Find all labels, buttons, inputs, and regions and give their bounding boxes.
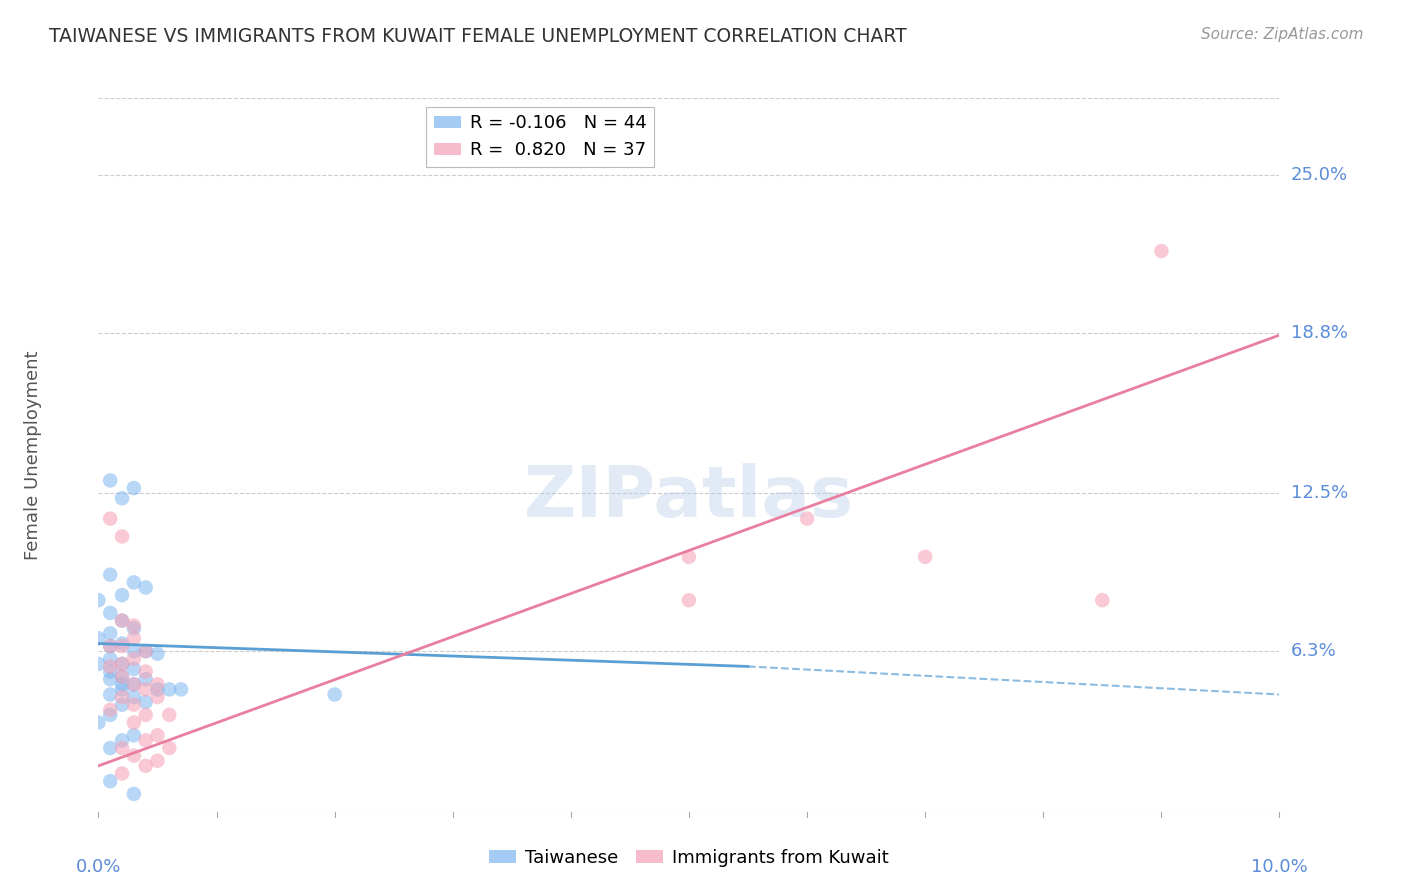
Point bbox=[111, 657, 134, 671]
Point bbox=[146, 682, 169, 697]
Point bbox=[135, 695, 157, 709]
Point bbox=[111, 636, 134, 650]
Point bbox=[111, 657, 134, 671]
Point bbox=[146, 647, 169, 661]
Point bbox=[98, 672, 121, 686]
Point bbox=[87, 715, 110, 730]
Point bbox=[135, 644, 157, 658]
Text: Female Unemployment: Female Unemployment bbox=[24, 351, 42, 559]
Text: 18.8%: 18.8% bbox=[1291, 324, 1347, 342]
Point bbox=[170, 682, 193, 697]
Point bbox=[135, 644, 157, 658]
Point bbox=[146, 677, 169, 691]
Point bbox=[111, 682, 134, 697]
Point bbox=[98, 626, 121, 640]
Point bbox=[111, 614, 134, 628]
Point bbox=[135, 733, 157, 747]
Point bbox=[146, 690, 169, 704]
Point bbox=[122, 787, 145, 801]
Point bbox=[135, 707, 157, 722]
Point bbox=[1091, 593, 1114, 607]
Point bbox=[98, 741, 121, 756]
Point bbox=[98, 606, 121, 620]
Point bbox=[122, 662, 145, 676]
Point bbox=[111, 670, 134, 684]
Point bbox=[157, 707, 180, 722]
Point bbox=[111, 733, 134, 747]
Point bbox=[87, 632, 110, 646]
Point bbox=[122, 652, 145, 666]
Point bbox=[157, 741, 180, 756]
Point bbox=[122, 621, 145, 635]
Point bbox=[98, 639, 121, 653]
Point bbox=[111, 677, 134, 691]
Point bbox=[122, 644, 145, 658]
Point bbox=[87, 593, 110, 607]
Point bbox=[98, 774, 121, 789]
Point bbox=[98, 652, 121, 666]
Point bbox=[122, 728, 145, 742]
Point bbox=[122, 632, 145, 646]
Point bbox=[122, 748, 145, 763]
Point bbox=[111, 766, 134, 780]
Text: 10.0%: 10.0% bbox=[1251, 857, 1308, 876]
Point bbox=[98, 511, 121, 525]
Point bbox=[122, 690, 145, 704]
Point bbox=[678, 549, 700, 564]
Point bbox=[111, 741, 134, 756]
Point bbox=[135, 672, 157, 686]
Point bbox=[914, 549, 936, 564]
Point bbox=[111, 588, 134, 602]
Point bbox=[122, 698, 145, 712]
Legend: Taiwanese, Immigrants from Kuwait: Taiwanese, Immigrants from Kuwait bbox=[482, 842, 896, 874]
Point bbox=[98, 639, 121, 653]
Point bbox=[122, 575, 145, 590]
Point bbox=[111, 529, 134, 543]
Point bbox=[98, 703, 121, 717]
Point bbox=[122, 715, 145, 730]
Point bbox=[87, 657, 110, 671]
Point bbox=[157, 682, 180, 697]
Point bbox=[122, 677, 145, 691]
Point bbox=[122, 618, 145, 632]
Point bbox=[323, 688, 346, 702]
Point bbox=[122, 481, 145, 495]
Point bbox=[1150, 244, 1173, 258]
Text: 12.5%: 12.5% bbox=[1291, 484, 1348, 502]
Point bbox=[111, 491, 134, 506]
Point bbox=[111, 614, 134, 628]
Point bbox=[796, 511, 818, 525]
Point bbox=[146, 754, 169, 768]
Point bbox=[122, 677, 145, 691]
Point bbox=[678, 593, 700, 607]
Text: 0.0%: 0.0% bbox=[76, 857, 121, 876]
Point bbox=[135, 665, 157, 679]
Point bbox=[98, 665, 121, 679]
Point bbox=[135, 759, 157, 773]
Point bbox=[98, 659, 121, 673]
Text: ZIPatlas: ZIPatlas bbox=[524, 463, 853, 533]
Point bbox=[111, 690, 134, 704]
Point bbox=[98, 474, 121, 488]
Point bbox=[98, 567, 121, 582]
Text: Source: ZipAtlas.com: Source: ZipAtlas.com bbox=[1201, 27, 1364, 42]
Point bbox=[111, 670, 134, 684]
Point bbox=[135, 581, 157, 595]
Text: 25.0%: 25.0% bbox=[1291, 166, 1348, 184]
Text: TAIWANESE VS IMMIGRANTS FROM KUWAIT FEMALE UNEMPLOYMENT CORRELATION CHART: TAIWANESE VS IMMIGRANTS FROM KUWAIT FEMA… bbox=[49, 27, 907, 45]
Point bbox=[111, 639, 134, 653]
Point bbox=[146, 728, 169, 742]
Point bbox=[98, 707, 121, 722]
Point bbox=[135, 682, 157, 697]
Point bbox=[111, 698, 134, 712]
Point bbox=[98, 688, 121, 702]
Text: 6.3%: 6.3% bbox=[1291, 642, 1336, 660]
